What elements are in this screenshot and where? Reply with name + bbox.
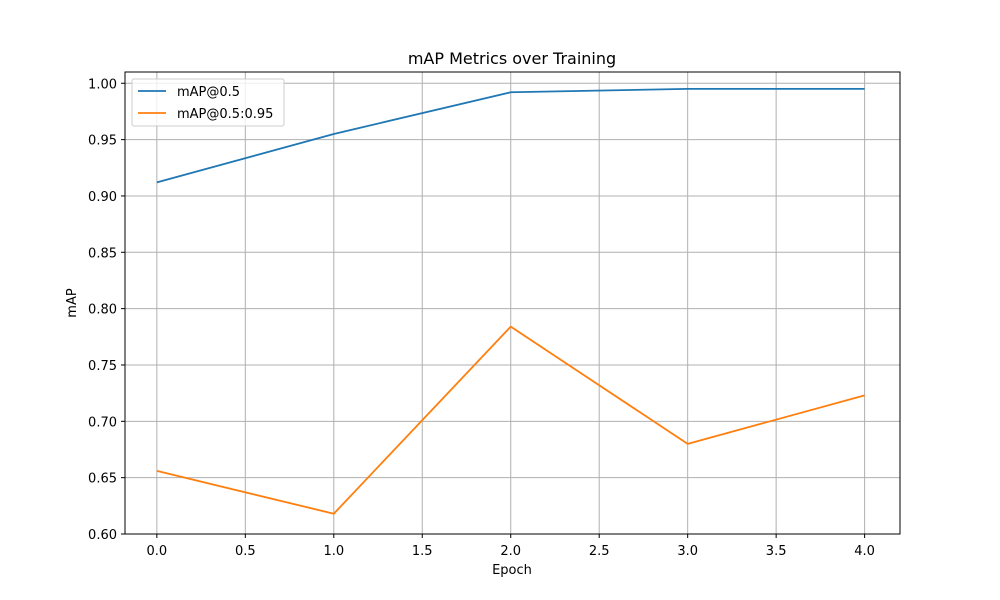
y-tick-label: 0.95: [88, 134, 117, 149]
x-tick-label: 1.5: [412, 544, 433, 559]
x-tick-label: 2.5: [589, 544, 610, 559]
x-tick-label: 2.0: [500, 544, 521, 559]
x-tick-label: 4.0: [854, 544, 875, 559]
y-axis-ticks: 0.60 0.65 0.70 0.75 0.80 0.85 0.90 0.95 1.00: [88, 77, 125, 543]
y-tick-label: 0.70: [88, 415, 117, 430]
x-tick-label: 3.5: [766, 544, 787, 559]
y-tick-label: 0.60: [88, 528, 117, 543]
series-line-map50-95: [156, 325, 865, 515]
y-tick-label: 0.65: [88, 472, 117, 487]
plot-area-frame: [124, 71, 901, 535]
chart-title: mAP Metrics over Training: [408, 49, 616, 68]
legend-label-map50-95: mAP@0.5:0.95: [177, 107, 273, 122]
x-tick-label: 0.5: [235, 544, 256, 559]
y-tick-label: 0.90: [88, 190, 117, 205]
x-tick-label: 3.0: [677, 544, 698, 559]
legend-label-map50: mAP@0.5: [177, 85, 240, 100]
y-tick-label: 1.00: [88, 77, 117, 92]
legend-box: [131, 78, 285, 127]
x-axis-label: Epoch: [492, 563, 532, 578]
y-tick-label: 0.75: [88, 359, 117, 374]
series-line-map50: [156, 88, 865, 184]
series-lines: [156, 88, 865, 515]
y-tick-label: 0.85: [88, 246, 117, 261]
legend: mAP@0.5 mAP@0.5:0.95: [131, 78, 285, 127]
x-tick-label: 1.0: [323, 544, 344, 559]
x-axis-ticks: 0.0 0.5 1.0 1.5 2.0 2.5 3.0 3.5 4.0: [147, 534, 875, 559]
y-tick-label: 0.80: [88, 303, 117, 318]
y-axis-label: mAP: [65, 288, 80, 318]
grid-lines: [125, 72, 900, 535]
x-tick-label: 0.0: [147, 544, 168, 559]
